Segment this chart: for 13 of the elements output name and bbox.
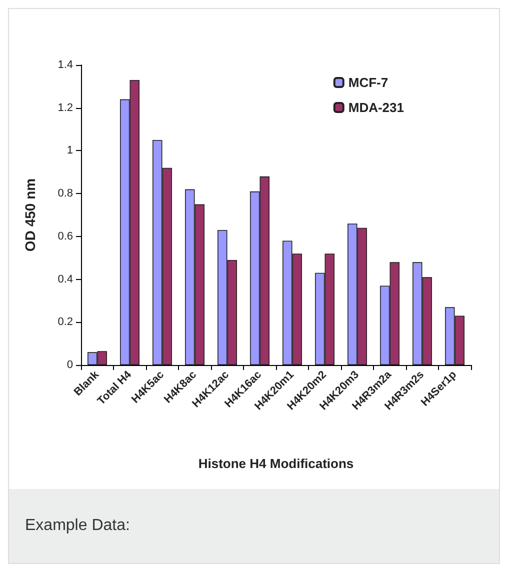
y-tick-label: 1.4 — [58, 59, 73, 71]
x-axis-title: Histone H4 Modifications — [198, 456, 354, 471]
text: Example Data: — [25, 517, 131, 535]
y-tick-label: 0.2 — [58, 316, 73, 328]
y-tick-label: 1.2 — [58, 102, 73, 114]
y-tick-label: 0.8 — [58, 188, 73, 200]
y-tick-label: 0 — [66, 359, 73, 371]
y-tick-label: 0.4 — [58, 273, 73, 286]
legend-label: MCF-7 — [348, 75, 388, 90]
y-tick-label: 0.6 — [58, 230, 73, 242]
y-axis-title: OD 450 nm — [22, 178, 38, 252]
y-tick-label: 1 — [66, 144, 73, 157]
legend-label: MDA-231 — [348, 100, 404, 115]
